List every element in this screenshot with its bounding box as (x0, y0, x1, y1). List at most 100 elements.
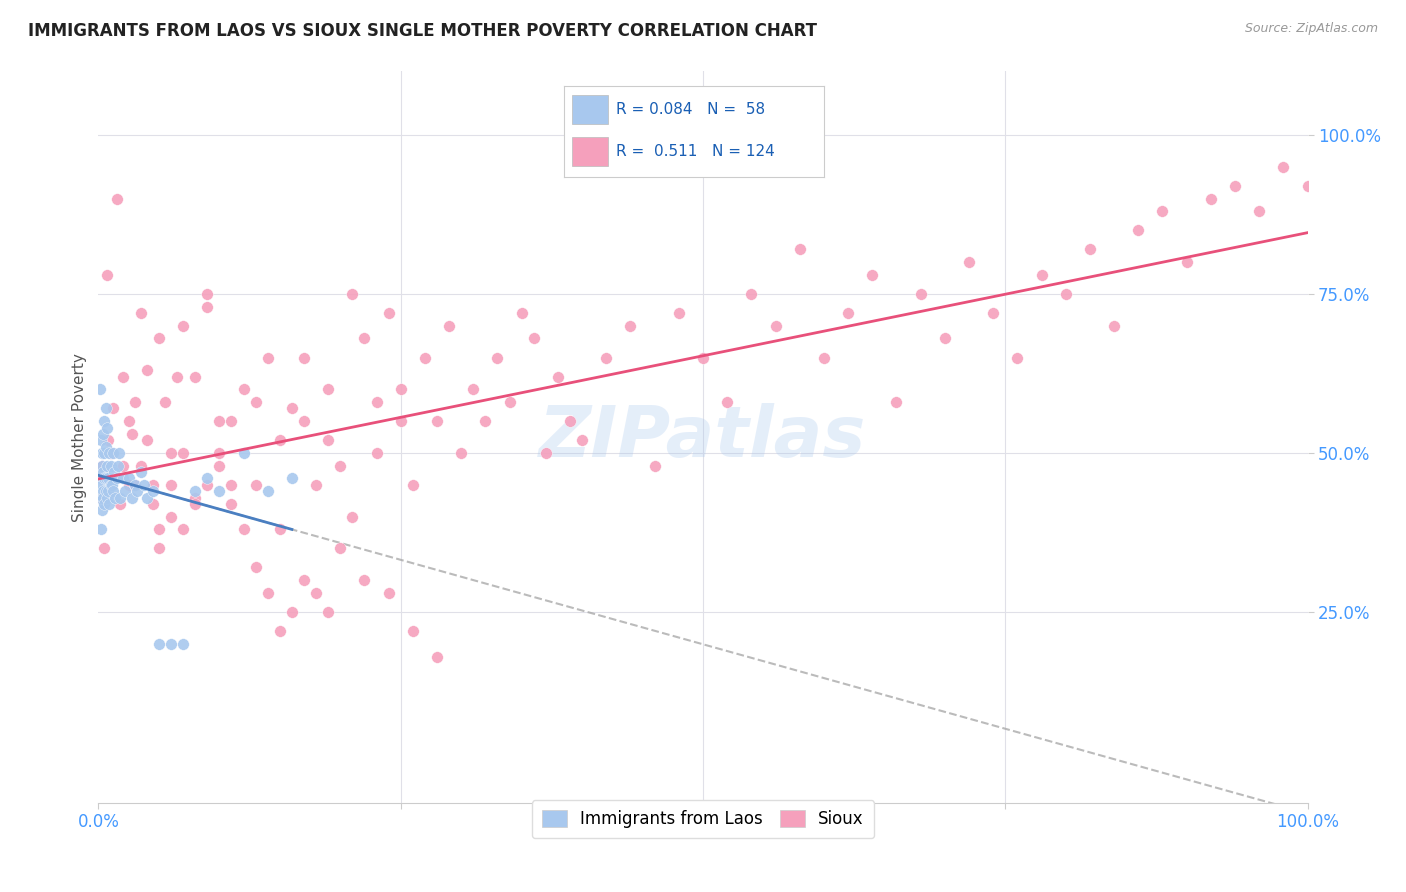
Point (389, 383, 412, 397)
Point (292, 573, 315, 587)
Point (547, 369, 569, 384)
Point (245, 477, 267, 491)
Point (269, 434, 291, 448)
Point (148, 541, 170, 556)
Point (1054, 287, 1077, 301)
Point (232, 383, 254, 397)
Point (860, 268, 883, 282)
Point (91, 426, 114, 441)
Point (1249, 204, 1271, 219)
Point (256, 586, 278, 600)
Point (1199, 192, 1222, 206)
Point (97, 434, 120, 448)
Point (108, 497, 131, 511)
Point (101, 401, 124, 416)
Point (208, 414, 231, 428)
Point (1102, 318, 1125, 333)
Point (172, 522, 194, 536)
Point (100, 477, 122, 491)
Point (910, 287, 932, 301)
Point (281, 471, 304, 485)
Point (94, 440, 117, 454)
Point (184, 491, 207, 505)
Point (534, 446, 557, 460)
Point (91, 503, 114, 517)
Point (366, 395, 388, 409)
Point (153, 395, 176, 409)
Point (172, 446, 194, 460)
Legend: Immigrants from Laos, Sioux: Immigrants from Laos, Sioux (531, 800, 875, 838)
Point (129, 306, 152, 320)
Point (135, 491, 157, 505)
Point (90, 471, 112, 485)
Point (135, 363, 157, 377)
Point (195, 477, 218, 491)
Point (232, 522, 254, 536)
Point (96, 491, 118, 505)
Point (377, 586, 399, 600)
Point (413, 351, 436, 365)
Point (91, 458, 114, 473)
Point (134, 477, 156, 491)
Point (91, 484, 114, 499)
Point (316, 383, 339, 397)
Point (437, 318, 460, 333)
Point (89, 383, 111, 397)
Point (281, 401, 304, 416)
Point (195, 471, 218, 485)
Point (221, 414, 243, 428)
Point (184, 484, 207, 499)
Point (1007, 351, 1029, 365)
Point (135, 434, 157, 448)
Point (93, 446, 115, 460)
Point (91, 446, 114, 460)
Point (94, 484, 117, 499)
Point (366, 446, 388, 460)
Point (668, 306, 690, 320)
Point (353, 331, 375, 345)
Point (402, 477, 425, 491)
Point (292, 351, 315, 365)
Point (474, 414, 496, 428)
Point (129, 458, 152, 473)
Point (96, 458, 118, 473)
Point (329, 541, 352, 556)
Point (111, 458, 134, 473)
Point (142, 477, 165, 491)
Text: Source: ZipAtlas.com: Source: ZipAtlas.com (1244, 22, 1378, 36)
Point (450, 446, 472, 460)
Point (1175, 255, 1198, 269)
Point (486, 351, 509, 365)
Point (692, 351, 714, 365)
Point (160, 509, 183, 524)
Point (523, 331, 546, 345)
Point (129, 465, 152, 479)
Point (389, 414, 412, 428)
Point (426, 414, 449, 428)
Point (91, 465, 114, 479)
Text: IMMIGRANTS FROM LAOS VS SIOUX SINGLE MOTHER POVERTY CORRELATION CHART: IMMIGRANTS FROM LAOS VS SIOUX SINGLE MOT… (28, 22, 817, 40)
Point (498, 395, 520, 409)
Point (108, 491, 131, 505)
Point (619, 318, 641, 333)
Point (111, 369, 134, 384)
Point (184, 497, 207, 511)
Point (316, 434, 339, 448)
Point (256, 484, 278, 499)
Point (342, 509, 364, 524)
Point (789, 243, 811, 257)
Point (426, 649, 449, 664)
Point (124, 477, 146, 491)
Point (813, 351, 835, 365)
Point (89, 491, 111, 505)
Point (91, 491, 114, 505)
Point (402, 624, 425, 638)
Point (1296, 178, 1319, 193)
Point (98, 497, 121, 511)
Point (160, 637, 183, 651)
Point (98, 446, 121, 460)
Point (463, 383, 485, 397)
Point (1031, 268, 1053, 282)
Point (571, 434, 593, 448)
Point (981, 306, 1004, 320)
